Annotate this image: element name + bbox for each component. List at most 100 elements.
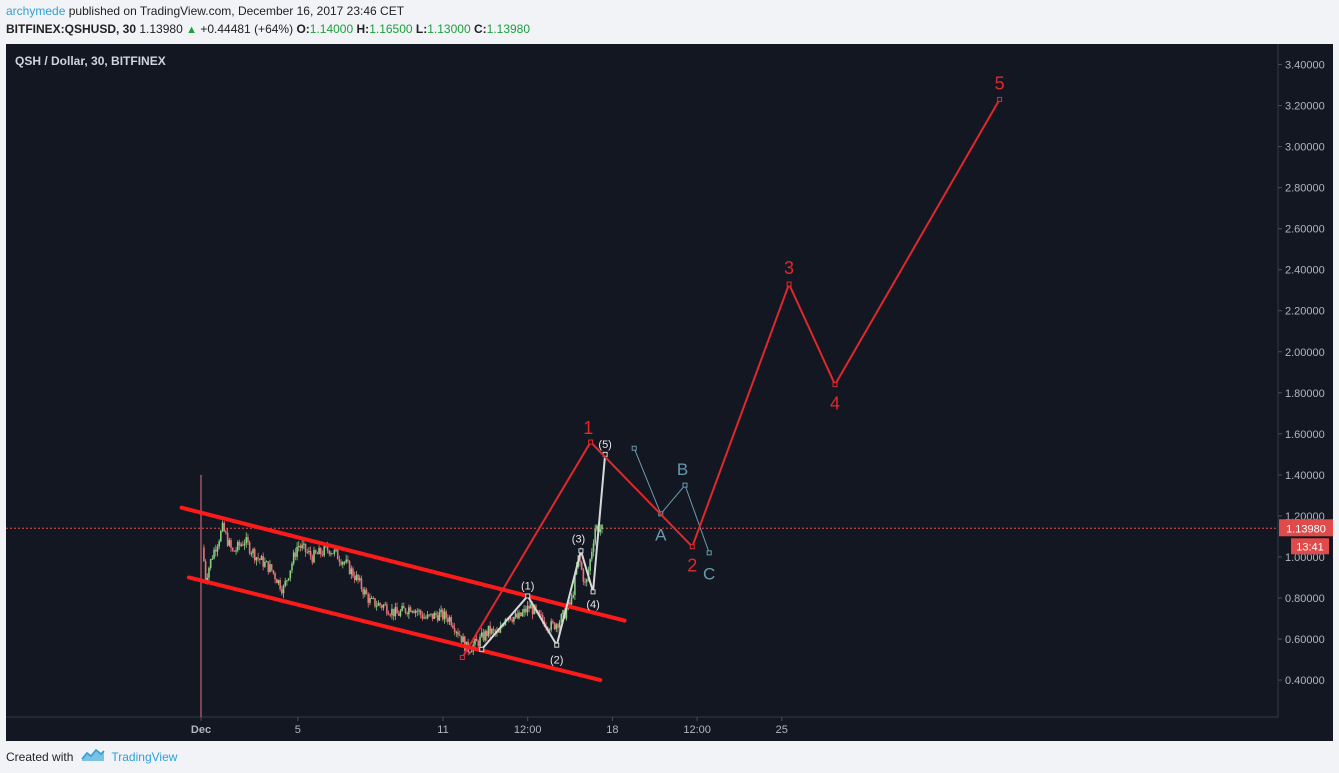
candle-body	[524, 608, 527, 613]
candle-body	[470, 651, 473, 653]
candle-body	[582, 569, 585, 582]
candle-body	[591, 551, 593, 560]
subwave-label: (5)	[598, 439, 611, 451]
price-chart[interactable]: QSH / Dollar, 30, BITFINEX 3.40000 3.20000…	[6, 44, 1333, 741]
price-badge	[1279, 519, 1333, 537]
abc-wave-label: A	[655, 525, 667, 544]
channel-trendline	[186, 575, 603, 683]
candle-body	[482, 632, 485, 641]
candle-body	[296, 546, 298, 557]
candle-body	[589, 559, 591, 571]
candle-body	[389, 614, 392, 616]
candle-body	[489, 625, 491, 634]
candle-body	[225, 531, 227, 533]
candle-body	[562, 610, 564, 615]
x-tick-label: 25	[776, 724, 788, 736]
primary-wave-point	[689, 544, 695, 550]
candle-body	[325, 546, 327, 548]
candle-body	[440, 609, 442, 613]
author-link[interactable]: archymede	[6, 4, 66, 18]
primary-wave-label: 2	[687, 556, 697, 576]
candle-body	[291, 563, 293, 571]
candle-body	[355, 574, 358, 581]
tradingview-link[interactable]: TradingView	[111, 749, 178, 764]
y-tick-label: 3.20000	[1285, 101, 1325, 113]
candle-body	[433, 612, 436, 619]
candle-body	[264, 561, 266, 567]
candle-body	[284, 581, 287, 587]
candle-body	[526, 605, 529, 613]
candle-body	[550, 621, 552, 630]
candle-body	[282, 586, 285, 594]
candle-body	[580, 562, 583, 570]
candle-body	[216, 546, 219, 552]
ohlc-bar: BITFINEX:QSHUSD, 30 1.13980 ▲ +0.44481 (…	[6, 22, 530, 36]
abc-wave-point	[682, 482, 688, 488]
last-price: 1.13980	[139, 22, 183, 36]
candle-body	[431, 613, 434, 619]
candle-body	[240, 544, 242, 546]
candle-body	[309, 550, 312, 557]
candle-body	[560, 614, 563, 622]
candle-body	[421, 614, 424, 619]
candle-body	[348, 561, 351, 575]
candle-body	[338, 559, 341, 562]
candle-body	[425, 617, 427, 619]
candle-body	[413, 611, 415, 614]
candle-body	[541, 615, 544, 621]
candle-body	[265, 561, 268, 563]
candle-body	[391, 608, 393, 615]
candle-body	[204, 561, 207, 582]
candle-body	[452, 625, 454, 629]
candle-body	[321, 554, 324, 556]
candle-body	[350, 568, 353, 575]
y-tick-label: 1.00000	[1285, 552, 1325, 564]
candle-body	[555, 624, 558, 630]
candle-body	[528, 605, 530, 609]
candle-body	[289, 570, 292, 579]
candle-body	[319, 548, 322, 555]
candle-body	[530, 604, 532, 609]
primary-wave-label: 1	[583, 418, 593, 438]
candle-body	[480, 632, 483, 637]
candle-body	[362, 588, 364, 595]
candle-body	[303, 543, 305, 545]
y-tick-label: 2.00000	[1285, 347, 1325, 359]
candle-body	[242, 544, 244, 546]
candle-body	[281, 589, 283, 594]
candle-body	[384, 604, 386, 606]
low-label: L:	[415, 22, 428, 36]
candle-body	[536, 610, 539, 612]
candle-body	[436, 615, 439, 621]
candle-body	[342, 562, 344, 565]
candle-body	[248, 542, 251, 554]
footer: Created with TradingView	[6, 748, 177, 765]
candle-body	[308, 550, 310, 552]
candle-body	[443, 611, 446, 620]
chart-panel[interactable]: QSH / Dollar, 30, BITFINEX 3.40000 3.20000…	[6, 44, 1333, 741]
y-tick-label: 2.60000	[1285, 224, 1325, 236]
candle-body	[340, 561, 342, 565]
candle-body	[360, 578, 363, 589]
candle-body	[396, 607, 398, 614]
candle-body	[484, 631, 486, 641]
close-label: C:	[473, 22, 487, 36]
candle-body	[570, 597, 573, 605]
abc-wave-label: C	[703, 564, 715, 583]
candle-body	[516, 613, 519, 619]
candle-body	[499, 626, 502, 633]
candle-body	[487, 625, 490, 637]
candle-body	[364, 589, 366, 595]
candle-body	[475, 638, 478, 642]
candle-body	[533, 605, 536, 615]
candle-body	[247, 537, 249, 543]
subwave-label: (3)	[572, 533, 585, 545]
candle-body	[313, 550, 315, 563]
y-tick-label: 2.80000	[1285, 183, 1325, 195]
candle-body	[220, 531, 222, 542]
primary-wave-point	[588, 439, 594, 445]
candle-body	[235, 550, 237, 552]
chart-title: QSH / Dollar, 30, BITFINEX	[15, 54, 166, 68]
time-badge-label: 13:41	[1296, 541, 1324, 553]
candle-body	[335, 549, 337, 551]
